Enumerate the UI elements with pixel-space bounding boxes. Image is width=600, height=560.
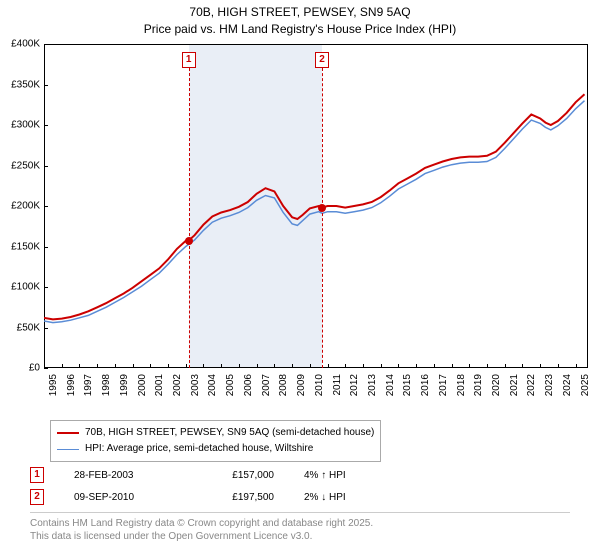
y-tick-label: £0 — [29, 363, 40, 374]
x-tick-label: 2025 — [580, 374, 591, 396]
x-tick-label: 2014 — [385, 374, 396, 396]
x-tick-label: 2006 — [243, 374, 254, 396]
y-tick-label: £200K — [11, 201, 40, 212]
legend-label: HPI: Average price, semi-detached house,… — [85, 441, 313, 457]
marker-line — [189, 241, 190, 368]
legend-swatch — [57, 449, 79, 450]
marker-number: 1 — [182, 52, 196, 68]
y-tick-label: £300K — [11, 120, 40, 131]
x-tick-label: 2016 — [420, 374, 431, 396]
y-tick-label: £250K — [11, 160, 40, 171]
sale-point — [185, 237, 193, 245]
legend-item: HPI: Average price, semi-detached house,… — [57, 441, 374, 457]
legend: 70B, HIGH STREET, PEWSEY, SN9 5AQ (semi-… — [50, 420, 381, 462]
x-tick-label: 1999 — [119, 374, 130, 396]
x-tick-label: 2007 — [261, 374, 272, 396]
x-tick-label: 2022 — [526, 374, 537, 396]
sale-row: 2 09-SEP-2010 £197,500 2% ↓ HPI — [30, 486, 394, 508]
x-tick-label: 2004 — [207, 374, 218, 396]
x-tick-label: 1997 — [83, 374, 94, 396]
plot-area: 12 — [44, 44, 588, 368]
x-tick-label: 2008 — [278, 374, 289, 396]
series-blue — [44, 101, 585, 323]
x-tick-label: 2009 — [296, 374, 307, 396]
sale-price: £157,000 — [194, 470, 274, 481]
y-tick-label: £50K — [17, 322, 40, 333]
legend-item: 70B, HIGH STREET, PEWSEY, SN9 5AQ (semi-… — [57, 425, 374, 441]
marker-line — [322, 208, 323, 368]
x-tick-label: 2001 — [154, 374, 165, 396]
legend-swatch — [57, 432, 79, 434]
x-tick-label: 2003 — [190, 374, 201, 396]
series-red — [44, 94, 585, 319]
x-axis: 1995 1996 1997 1998 1999 2000 2001 2002 2003 2004… — [44, 368, 588, 420]
x-tick-label: 2013 — [367, 374, 378, 396]
x-tick-label: 2005 — [225, 374, 236, 396]
sale-pct: 2% ↓ HPI — [304, 492, 394, 503]
sale-number: 2 — [30, 489, 44, 505]
x-tick-label: 2019 — [473, 374, 484, 396]
x-tick-label: 2010 — [314, 374, 325, 396]
x-tick-label: 2024 — [562, 374, 573, 396]
x-tick-label: 2018 — [456, 374, 467, 396]
sale-point — [318, 204, 326, 212]
y-axis: £0£50K£100K£150K£200K£250K£300K£350K£400… — [0, 44, 44, 368]
sales-table: 1 28-FEB-2003 £157,000 4% ↑ HPI 2 09-SEP-2010… — [30, 464, 394, 508]
x-tick-label: 2011 — [332, 374, 343, 396]
x-tick-label: 1996 — [66, 374, 77, 396]
x-tick-label: 2023 — [544, 374, 555, 396]
x-tick-label: 2002 — [172, 374, 183, 396]
series-lines — [44, 44, 588, 368]
x-tick-label: 2021 — [509, 374, 520, 396]
y-tick-label: £350K — [11, 79, 40, 90]
y-tick-label: £100K — [11, 282, 40, 293]
chart-title: 70B, HIGH STREET, PEWSEY, SN9 5AQ Price … — [0, 0, 600, 38]
footnote-line2: This data is licensed under the Open Gov… — [30, 530, 570, 543]
x-tick-label: 2012 — [349, 374, 360, 396]
sale-number: 1 — [30, 467, 44, 483]
x-tick-label: 2017 — [438, 374, 449, 396]
legend-label: 70B, HIGH STREET, PEWSEY, SN9 5AQ (semi-… — [85, 425, 374, 441]
sale-pct: 4% ↑ HPI — [304, 470, 394, 481]
title-line2: Price paid vs. HM Land Registry's House … — [0, 21, 600, 38]
marker-line — [322, 68, 323, 208]
sale-row: 1 28-FEB-2003 £157,000 4% ↑ HPI — [30, 464, 394, 486]
x-tick-label: 1995 — [48, 374, 59, 396]
x-tick-label: 2000 — [137, 374, 148, 396]
footnote: Contains HM Land Registry data © Crown c… — [30, 512, 570, 543]
chart: 12 £0£50K£100K£150K£200K£250K£300K£350K£… — [0, 40, 600, 420]
sale-date: 28-FEB-2003 — [74, 470, 164, 481]
x-tick-label: 2015 — [402, 374, 413, 396]
sale-date: 09-SEP-2010 — [74, 492, 164, 503]
y-tick-label: £400K — [11, 39, 40, 50]
marker-number: 2 — [315, 52, 329, 68]
x-tick-label: 1998 — [101, 374, 112, 396]
sale-price: £197,500 — [194, 492, 274, 503]
marker-line — [189, 68, 190, 241]
x-tick-label: 2020 — [491, 374, 502, 396]
title-line1: 70B, HIGH STREET, PEWSEY, SN9 5AQ — [0, 4, 600, 21]
footnote-line1: Contains HM Land Registry data © Crown c… — [30, 517, 570, 530]
y-tick-label: £150K — [11, 241, 40, 252]
